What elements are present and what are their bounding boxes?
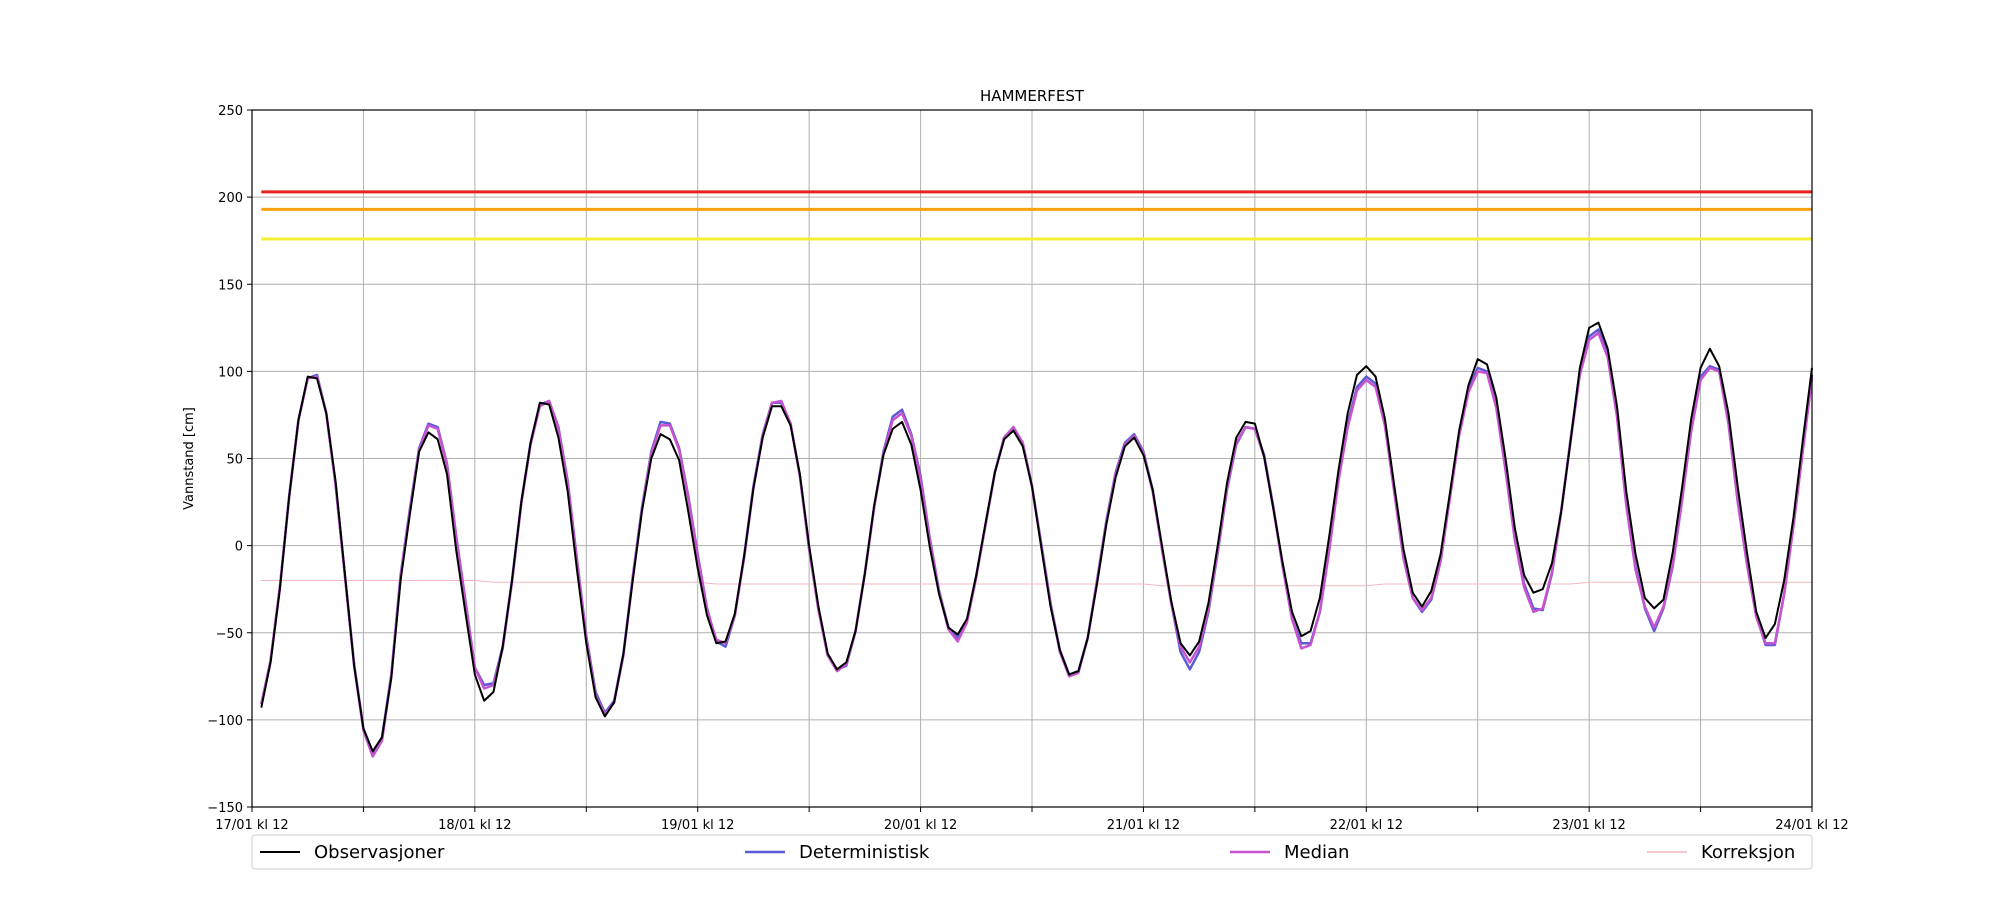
x-tick-label: 24/01 kl 12	[1775, 818, 1848, 833]
x-tick-label: 22/01 kl 12	[1330, 818, 1403, 833]
x-tick-label: 21/01 kl 12	[1107, 818, 1180, 833]
series-line-observasjoner	[260, 321, 1813, 753]
grid	[251, 109, 1813, 808]
series-line-korreksjon	[261, 579, 1812, 587]
y-tick-label: 50	[226, 453, 243, 468]
legend-label: Median	[1284, 842, 1349, 863]
series-line-median	[260, 331, 1814, 758]
y-tick-label: 100	[218, 365, 243, 380]
chart-title: HAMMERFEST	[980, 87, 1085, 105]
x-tick-label: 17/01 kl 12	[215, 818, 288, 833]
x-tick-label: 23/01 kl 12	[1552, 818, 1625, 833]
series-lines	[260, 321, 1814, 758]
legend-item: Korreksjon	[1647, 842, 1795, 863]
y-tick-label: 150	[218, 278, 243, 293]
x-tick-label: 20/01 kl 12	[884, 818, 957, 833]
y-tick-label: 0	[235, 540, 243, 555]
legend-label: Deterministisk	[799, 842, 930, 863]
legend-label: Observasjoner	[314, 842, 445, 863]
legend-item: Deterministisk	[745, 842, 930, 863]
y-tick-label: 200	[218, 191, 243, 206]
x-tick-label: 18/01 kl 12	[438, 818, 511, 833]
legend-item: Observasjoner	[260, 842, 445, 863]
y-axis-ticks: −150 −100 −50 0 50 100 150 200 250	[207, 104, 252, 816]
threshold-lines	[261, 190, 1812, 241]
legend-label: Korreksjon	[1701, 842, 1795, 863]
y-tick-label: −50	[216, 627, 243, 642]
legend: Observasjoner Deterministisk Median Korreks…	[251, 834, 1813, 870]
x-axis-ticks: 17/01 kl 12 18/01 kl 12 19/01 kl 12 20/01 k…	[215, 807, 1849, 833]
y-tick-label: 250	[218, 104, 243, 119]
legend-item: Median	[1230, 842, 1349, 863]
y-tick-label: −100	[207, 714, 243, 729]
y-tick-label: −150	[207, 801, 243, 816]
x-tick-label: 19/01 kl 12	[661, 818, 734, 833]
legend-box	[251, 834, 1813, 870]
y-axis-label: Vannstand [cm]	[182, 407, 197, 510]
